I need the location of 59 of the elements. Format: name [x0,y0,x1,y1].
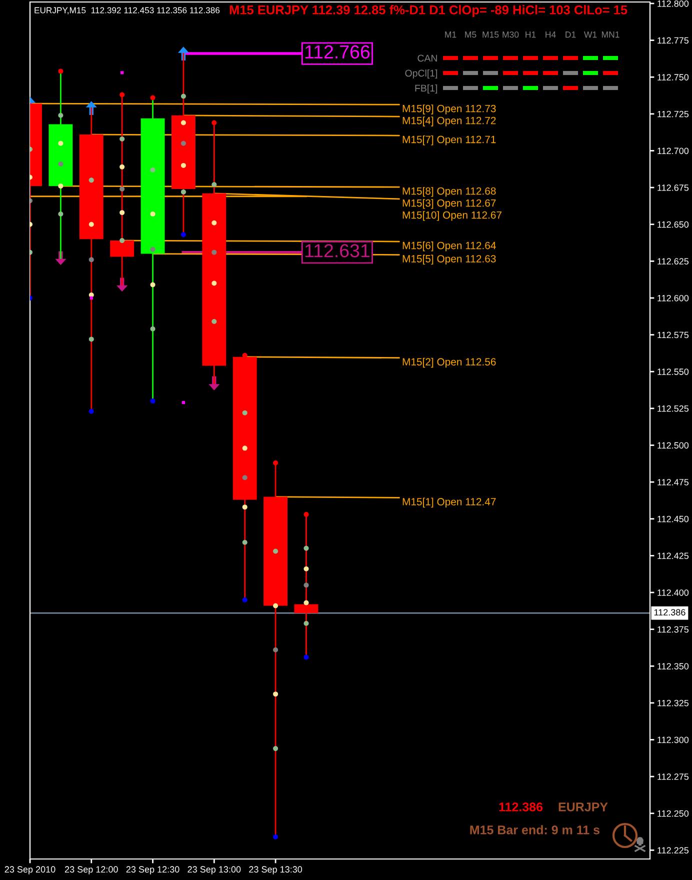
ref-line-label: M15[10] Open 112.67 [402,211,502,221]
annotation: M15 Bar end: 9 m 11 s [470,825,600,834]
y-tick-label: 112.675 [658,184,689,191]
y-tick-label: 112.500 [658,442,689,449]
x-tick-label: 23 Sep 12:00 [64,866,118,874]
y-tick-label: 112.300 [658,736,689,744]
annotation: M15[6] Open 112.64 [402,242,496,252]
category-label: M30 [502,31,519,38]
y-tick-label: 112.400 [658,589,689,596]
y-tick-label: 112.225 [658,847,689,854]
annotation: M15[2] Open 112.56 [402,358,496,368]
category-label: H4 [546,32,556,38]
ref-line-label: 112.386 [654,609,686,616]
y-tick-label: 112.550 [658,368,689,375]
y-tick-label: 112.750 [658,74,689,80]
annotation: M15[8] Open 112.68 [402,187,496,197]
annotation: EURJPY [558,802,608,812]
y-tick-label: 112.475 [658,479,689,486]
category-label: MN1 [602,32,620,38]
y-tick-label: 112.375 [658,626,689,633]
y-tick-label: 112.250 [658,810,689,817]
y-tick-label: 112.625 [658,258,689,265]
y-tick-label: 112.775 [658,37,689,44]
annotation: M15[1] Open 112.47 [402,498,496,508]
annotation: M15[9] Open 112.73 [402,104,496,114]
category-label: M5 [465,32,476,38]
annotation: M15[7] Open 112.71 [402,136,496,146]
annotation: M15[3] Open 112.67 [402,199,496,209]
category-label: D1 [566,32,576,38]
category-label: OpCl[1] [405,69,438,79]
x-tick-label: 23 Sep 13:30 [249,866,302,874]
y-tick-label: 112.525 [658,405,689,412]
y-tick-label: 112.800 [658,0,689,7]
category-label: M1 [445,32,456,38]
y-tick-label: 112.575 [658,332,689,338]
annotation: M15[4] Open 112.72 [402,116,496,126]
y-tick-label: 112.425 [658,552,689,560]
y-tick-label: 112.600 [658,294,689,302]
ref-line-label: 112.766 [305,45,370,59]
y-tick-label: 112.450 [658,516,689,522]
x-tick-label: 23 Sep 2010 [4,866,56,874]
ref-line-label: 112.631 [305,244,370,258]
text: EURJPY,M15 112.392 112.453 112.356 112.386 [34,7,220,14]
y-tick-label: 112.350 [658,663,689,670]
category-label: FB[1] [415,84,438,94]
annotation: M15[5] Open 112.63 [402,254,496,265]
category-label: W1 [584,32,597,38]
category-label: H1 [526,32,536,38]
y-tick-label: 112.725 [658,110,689,118]
annotation: 112.386 [499,802,543,812]
y-tick-label: 112.700 [658,148,689,154]
chart-subtitle: M15 EURJPY 112.39 12.85 f%-D1 D1 ClOp= -89 HiCl= 103 ClLo= 15 [230,5,628,17]
y-tick-label: 112.325 [658,700,689,706]
x-tick-label: 23 Sep 12:30 [126,866,180,874]
y-tick-label: 112.650 [658,221,689,228]
y-tick-label: 112.275 [658,774,689,780]
category-label: M15 [482,32,499,38]
x-tick-label: 23 Sep 13:00 [188,866,241,874]
category-label: CAN [418,54,437,62]
